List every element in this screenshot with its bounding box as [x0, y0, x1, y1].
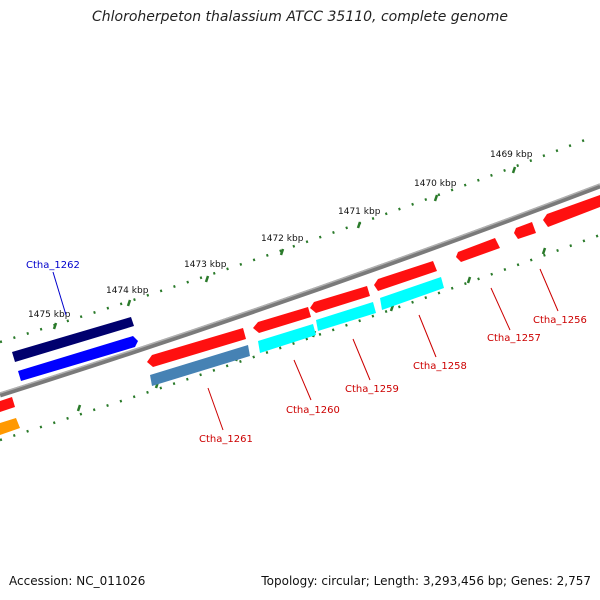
- genome-backbone: [0, 183, 600, 398]
- gene-label-ctha-1257: Ctha_1257: [487, 333, 541, 344]
- feature-ctha-1258: [374, 261, 437, 291]
- tick-label-1471: 1471 kbp: [338, 207, 381, 217]
- feature-red-left-edge: [0, 397, 15, 412]
- feature-cyan-1: [258, 324, 316, 353]
- feature-navy: [12, 317, 134, 362]
- feature-ctha-1257: [456, 238, 500, 262]
- feature-blue: [18, 336, 138, 381]
- outer-major-ticks: [52, 166, 517, 330]
- feature-ctha-1256: [543, 195, 600, 227]
- feature-cyan-2: [316, 302, 376, 331]
- accession-text: Accession: NC_011026: [9, 574, 146, 588]
- tick-label-1469: 1469 kbp: [490, 150, 533, 160]
- gene-label-ctha-1260: Ctha_1260: [286, 405, 340, 416]
- tick-label-1473: 1473 kbp: [184, 260, 227, 270]
- feature-ctha-1260: [253, 307, 311, 333]
- tick-label-1475: 1475 kbp: [28, 310, 71, 320]
- gene-label-ctha-1259: Ctha_1259: [345, 384, 399, 395]
- feature-steel-blue: [150, 345, 250, 386]
- callout-lines: [52, 268, 559, 431]
- feature-ctha-1259: [310, 286, 370, 313]
- gene-label-ctha-1258: Ctha_1258: [413, 361, 467, 372]
- feature-red-small: [514, 222, 536, 239]
- gene-label-ctha-1262: Ctha_1262: [26, 260, 80, 271]
- feature-orange-left-edge: [0, 418, 20, 435]
- genome-summary-text: Topology: circular; Length: 3,293,456 bp…: [261, 574, 591, 588]
- tick-label-1474: 1474 kbp: [106, 286, 149, 296]
- genome-backbone-highlight: [0, 183, 600, 394]
- tick-label-1472: 1472 kbp: [261, 234, 304, 244]
- feature-cyan-3: [380, 277, 444, 310]
- gene-label-ctha-1256: Ctha_1256: [533, 315, 587, 326]
- feature-ctha-1261: [147, 328, 246, 367]
- map-title: Chloroherpeton thalassium ATCC 35110, co…: [92, 9, 508, 25]
- tick-label-1470: 1470 kbp: [414, 179, 457, 189]
- gene-label-ctha-1261: Ctha_1261: [199, 434, 253, 445]
